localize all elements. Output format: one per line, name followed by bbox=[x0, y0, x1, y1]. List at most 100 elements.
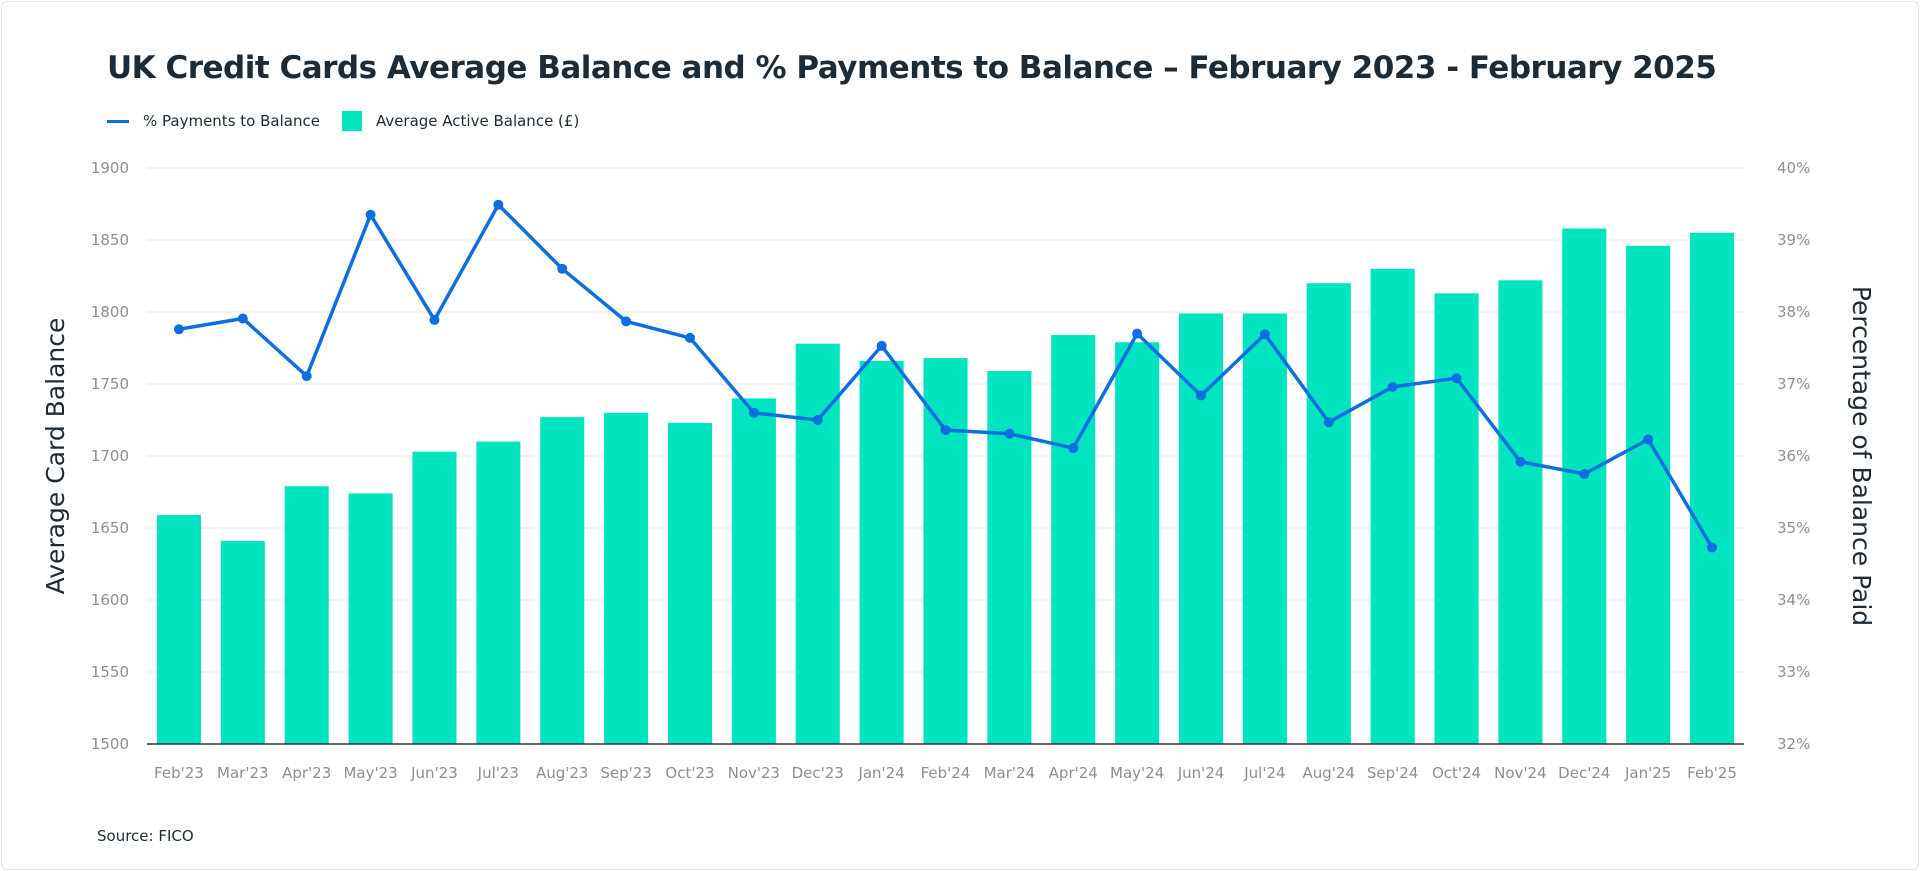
x-tick-label: Mar'24 bbox=[984, 764, 1036, 782]
x-tick-label: Jun'23 bbox=[410, 764, 458, 782]
line-point bbox=[812, 415, 823, 425]
bar bbox=[220, 540, 265, 744]
x-tick-label: May'23 bbox=[343, 764, 397, 782]
line-point bbox=[493, 199, 504, 210]
legend-label-bar: Average Active Balance (£) bbox=[375, 112, 580, 130]
bar bbox=[156, 515, 201, 744]
x-tick-label: Jan'25 bbox=[1624, 764, 1671, 782]
source-note: Source: FICO bbox=[97, 827, 194, 845]
y-tick-label: 1650 bbox=[91, 519, 129, 537]
y-tick-label: 1550 bbox=[91, 663, 129, 681]
bar bbox=[348, 493, 393, 744]
bar bbox=[476, 441, 521, 744]
bar bbox=[284, 486, 329, 744]
x-tick-label: Mar'23 bbox=[217, 764, 269, 782]
x-tick-label: Nov'23 bbox=[728, 764, 781, 782]
y2-tick-label: 36% bbox=[1777, 447, 1810, 465]
line-point bbox=[173, 324, 184, 335]
x-tick-label: Nov'24 bbox=[1494, 764, 1547, 782]
y2-tick-label: 37% bbox=[1777, 375, 1810, 393]
bar bbox=[795, 343, 840, 744]
line-point bbox=[1068, 443, 1079, 454]
bar bbox=[1498, 280, 1543, 744]
x-tick-label: Dec'24 bbox=[1558, 764, 1610, 782]
line-point bbox=[1515, 456, 1526, 467]
bar bbox=[1051, 335, 1096, 744]
y2-tick-label: 40% bbox=[1777, 159, 1810, 177]
bar bbox=[1626, 245, 1671, 744]
y-tick-label: 1900 bbox=[91, 159, 129, 177]
y2-axis-title: Percentage of Balance Paid bbox=[1847, 286, 1876, 626]
x-tick-label: Feb'24 bbox=[921, 764, 971, 782]
line-point bbox=[1451, 373, 1462, 384]
x-tick-label: Aug'24 bbox=[1303, 764, 1356, 782]
x-tick-label: Apr'24 bbox=[1049, 764, 1098, 782]
y-tick-label: 1850 bbox=[91, 231, 129, 249]
x-tick-label: Apr'23 bbox=[282, 764, 331, 782]
y2-tick-label: 38% bbox=[1777, 303, 1810, 321]
y-tick-label: 1750 bbox=[91, 375, 129, 393]
line-point bbox=[1323, 417, 1334, 428]
line-point bbox=[876, 340, 887, 351]
line-point bbox=[1707, 542, 1718, 553]
legend: % Payments to Balance Average Active Bal… bbox=[107, 111, 579, 131]
x-tick-label: Jul'23 bbox=[477, 764, 519, 782]
bar bbox=[1690, 232, 1735, 745]
line-point bbox=[748, 407, 759, 418]
bar bbox=[923, 358, 968, 744]
y-tick-label: 1600 bbox=[91, 591, 129, 609]
bar bbox=[667, 422, 713, 744]
y2-tick-label: 33% bbox=[1777, 663, 1810, 681]
line-point bbox=[1132, 328, 1143, 339]
x-tick-label: Sep'23 bbox=[600, 764, 651, 782]
x-tick-label: Aug'23 bbox=[536, 764, 589, 782]
bar bbox=[1115, 342, 1160, 744]
y2-tick-label: 32% bbox=[1777, 735, 1810, 753]
bar bbox=[412, 451, 457, 744]
y2-tick-label: 39% bbox=[1777, 231, 1810, 249]
line-point bbox=[684, 332, 695, 343]
y-tick-label: 1500 bbox=[91, 735, 129, 753]
bar bbox=[1370, 268, 1415, 744]
chart-title: UK Credit Cards Average Balance and % Pa… bbox=[107, 50, 1717, 86]
line-point bbox=[237, 313, 248, 324]
line-point bbox=[1387, 381, 1398, 392]
y-tick-label: 1800 bbox=[91, 303, 129, 321]
line-point bbox=[621, 316, 632, 327]
x-tick-label: Feb'25 bbox=[1687, 764, 1737, 782]
x-tick-label: Oct'24 bbox=[1432, 764, 1481, 782]
bar bbox=[731, 398, 776, 744]
legend-label-line: % Payments to Balance bbox=[143, 112, 320, 130]
bar bbox=[859, 360, 904, 744]
line-point bbox=[301, 371, 312, 382]
line-point bbox=[365, 209, 376, 220]
x-tick-label: Feb'23 bbox=[154, 764, 204, 782]
bar bbox=[1562, 228, 1607, 745]
line-point bbox=[1259, 329, 1270, 340]
bar bbox=[540, 417, 585, 744]
y2-tick-label: 34% bbox=[1777, 591, 1810, 609]
line-point bbox=[940, 425, 951, 436]
x-tick-label: Sep'24 bbox=[1367, 764, 1418, 782]
bar bbox=[1306, 283, 1351, 744]
y2-tick-label: 35% bbox=[1777, 519, 1810, 537]
x-tick-label: Dec'23 bbox=[792, 764, 844, 782]
line-point bbox=[1196, 390, 1207, 401]
y-tick-label: 1700 bbox=[91, 447, 129, 465]
bar bbox=[1178, 313, 1224, 744]
line-point bbox=[429, 314, 440, 325]
legend-bar-swatch bbox=[341, 111, 362, 131]
legend-line-swatch bbox=[107, 119, 129, 123]
bar bbox=[1242, 313, 1287, 744]
line-point bbox=[1579, 469, 1590, 479]
x-tick-label: Jul'24 bbox=[1243, 764, 1285, 782]
line-point bbox=[1643, 434, 1654, 445]
y-axis-title: Average Card Balance bbox=[41, 318, 70, 595]
x-tick-label: Jun'24 bbox=[1177, 764, 1225, 782]
x-tick-label: Oct'23 bbox=[665, 764, 714, 782]
bar bbox=[604, 412, 649, 744]
bar bbox=[1434, 293, 1479, 744]
bar bbox=[987, 371, 1032, 744]
